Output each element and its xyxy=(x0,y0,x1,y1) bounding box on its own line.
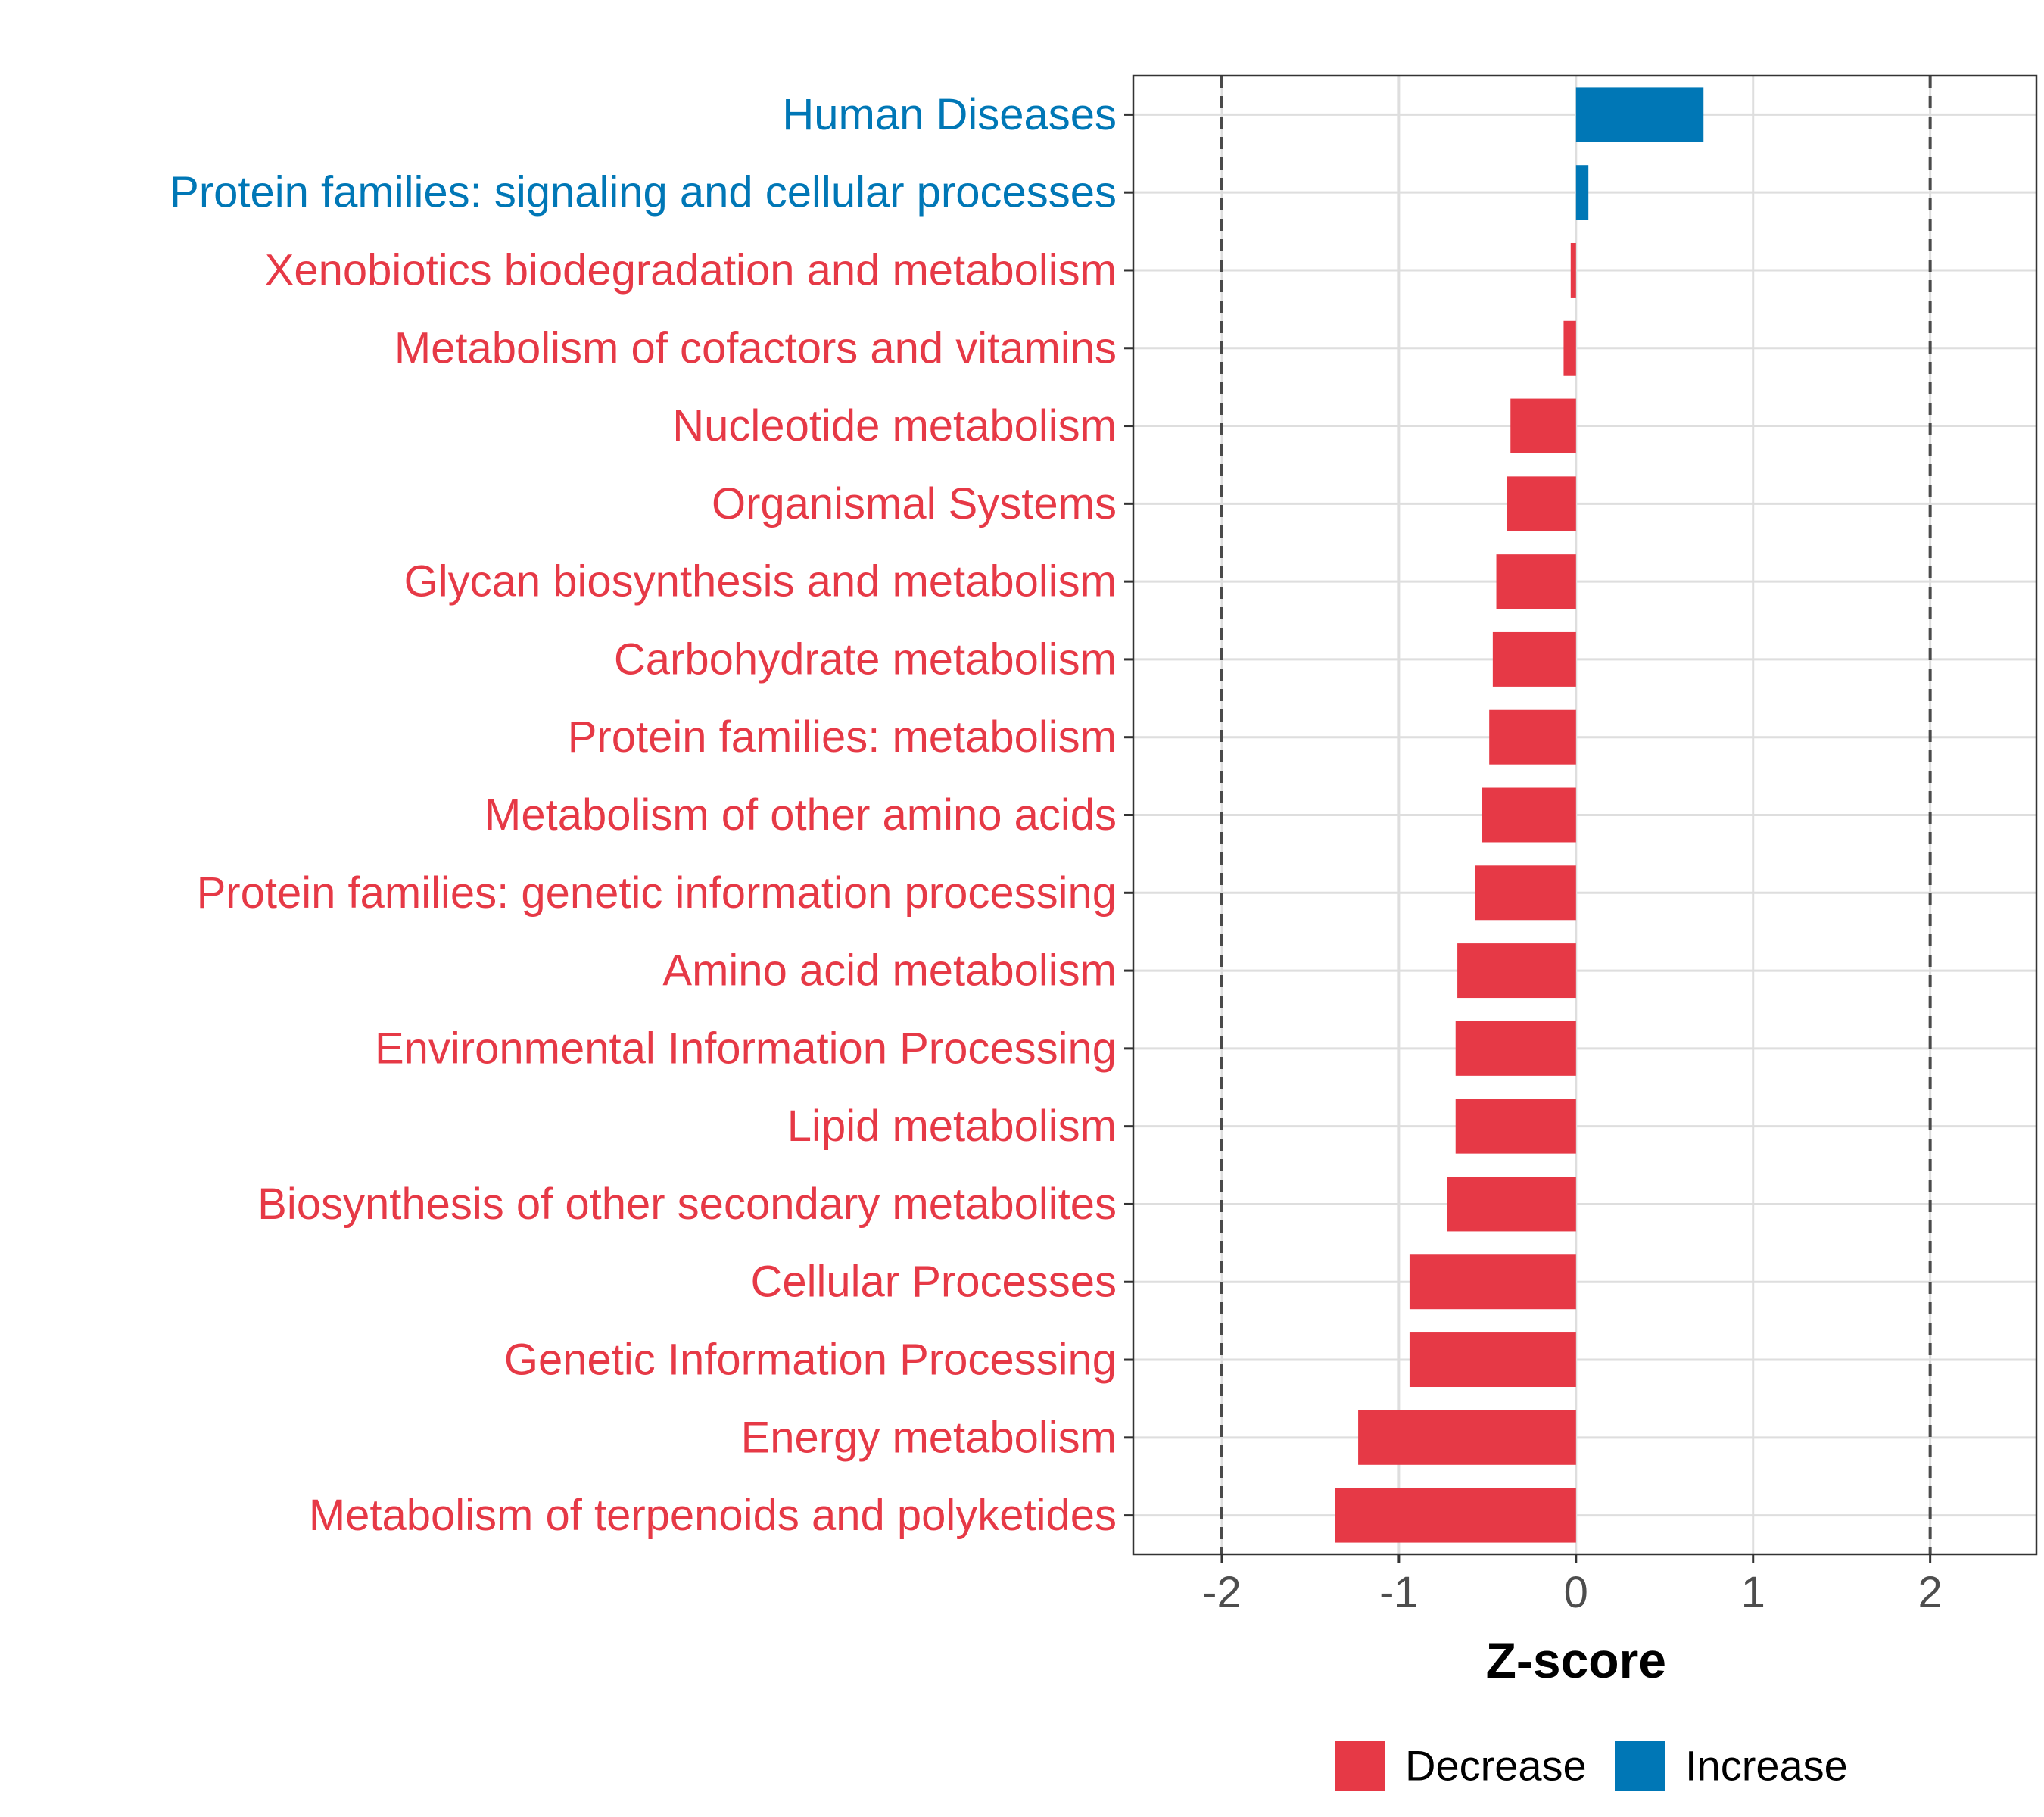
x-tick-label: -2 xyxy=(1202,1568,1242,1617)
bar xyxy=(1575,165,1589,220)
bar xyxy=(1510,398,1576,453)
bar xyxy=(1358,1410,1576,1465)
bar xyxy=(1496,554,1576,609)
category-label: Cellular Processes xyxy=(750,1258,1117,1307)
bar xyxy=(1409,1332,1576,1388)
legend-label: Increase xyxy=(1685,1742,1848,1790)
x-tick-label: 2 xyxy=(1918,1568,1943,1617)
bar xyxy=(1455,1021,1576,1076)
bar xyxy=(1475,865,1576,921)
bar xyxy=(1335,1488,1576,1543)
bar xyxy=(1507,476,1576,531)
category-label: Genetic Information Processing xyxy=(504,1335,1117,1385)
category-label: Metabolism of terpenoids and polyketides xyxy=(309,1491,1117,1540)
bar xyxy=(1575,87,1704,142)
category-label: Human Diseases xyxy=(782,90,1117,139)
category-label: Protein families: genetic information pr… xyxy=(197,868,1117,918)
category-label: Protein families: metabolism xyxy=(568,712,1117,762)
bar xyxy=(1457,943,1576,999)
legend: Decrease Increase xyxy=(1335,1741,1848,1791)
category-label: Biosynthesis of other secondary metaboli… xyxy=(257,1180,1117,1229)
bar xyxy=(1563,320,1576,376)
category-label: Metabolism of other amino acids xyxy=(485,790,1117,840)
category-label: Carbohydrate metabolism xyxy=(614,634,1117,684)
x-tick-label: -1 xyxy=(1379,1568,1419,1617)
category-label: Glycan biosynthesis and metabolism xyxy=(404,557,1117,606)
category-label: Environmental Information Processing xyxy=(375,1024,1117,1073)
category-label: Amino acid metabolism xyxy=(662,946,1117,996)
category-label: Nucleotide metabolism xyxy=(672,401,1117,450)
legend-swatch xyxy=(1615,1741,1665,1791)
bar xyxy=(1492,631,1576,687)
category-label: Energy metabolism xyxy=(741,1413,1117,1462)
category-label: Metabolism of cofactors and vitamins xyxy=(394,323,1117,372)
bar xyxy=(1455,1099,1576,1154)
legend-swatch xyxy=(1335,1741,1385,1791)
x-axis-title: Z-score xyxy=(1486,1632,1666,1688)
category-label: Lipid metabolism xyxy=(787,1102,1117,1151)
category-label: Protein families: signaling and cellular… xyxy=(170,168,1117,217)
bar xyxy=(1482,787,1576,843)
x-tick-label: 1 xyxy=(1741,1568,1765,1617)
bar xyxy=(1570,242,1576,298)
bar xyxy=(1489,709,1576,765)
bar xyxy=(1447,1177,1576,1232)
x-tick-label: 0 xyxy=(1564,1568,1588,1617)
bar xyxy=(1409,1254,1576,1310)
category-label: Xenobiotics biodegradation and metabolis… xyxy=(265,245,1117,295)
category-label: Organismal Systems xyxy=(712,479,1117,528)
legend-label: Decrease xyxy=(1405,1742,1587,1790)
